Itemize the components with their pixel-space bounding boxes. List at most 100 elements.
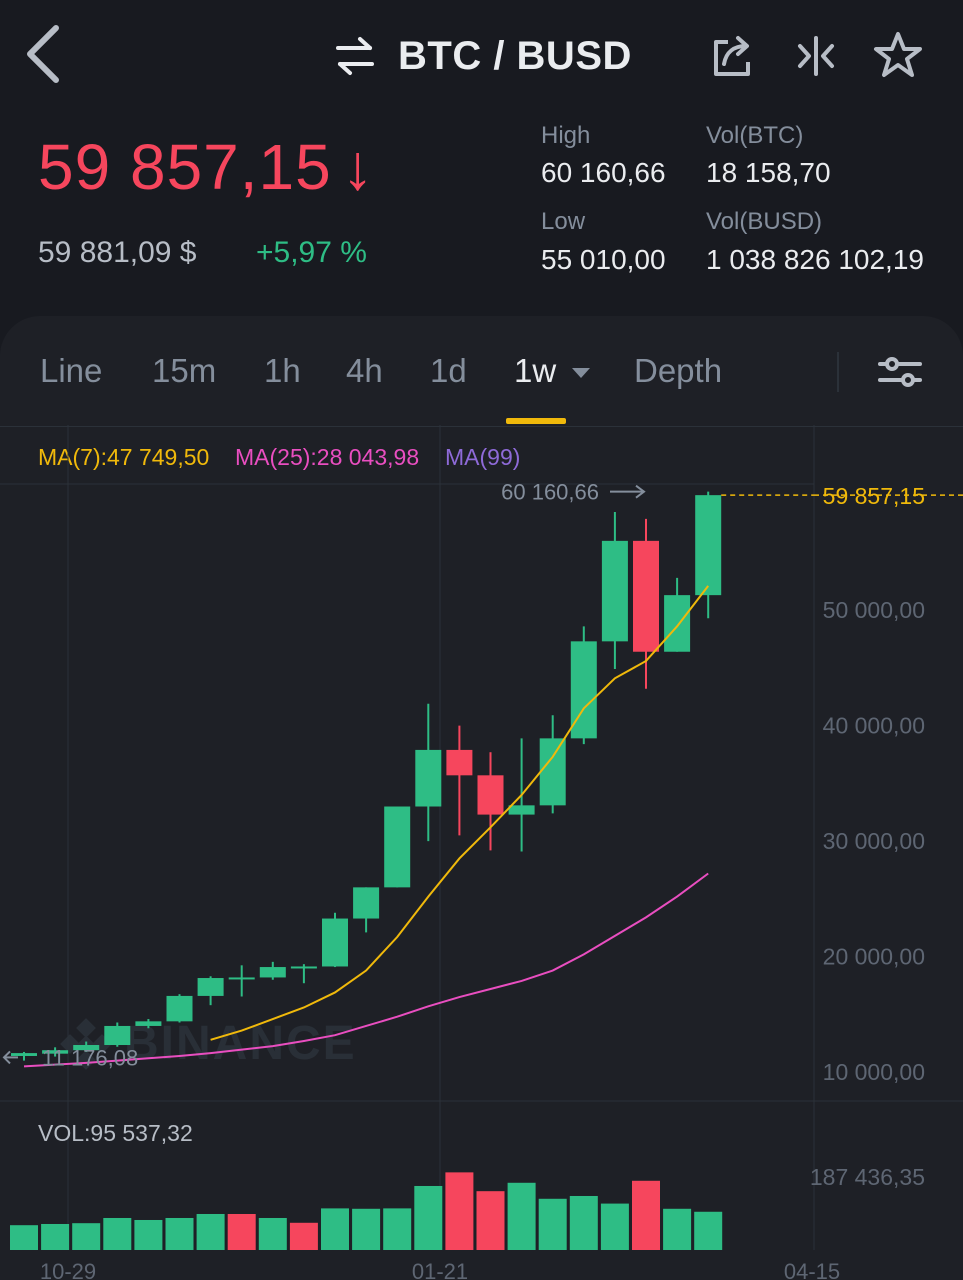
volume-bar xyxy=(321,1208,349,1250)
volume-label: VOL:95 537,32 xyxy=(38,1120,193,1146)
watermark-text: BINANCE xyxy=(124,1017,357,1070)
candle-body xyxy=(415,749,442,807)
binance-watermark: BINANCE xyxy=(60,1016,357,1071)
candle-body xyxy=(104,1025,131,1046)
price-down-arrow-icon: ↓ xyxy=(341,131,375,203)
candle-body xyxy=(322,918,348,967)
tab-1d[interactable]: 1d xyxy=(430,352,467,389)
volume-bar xyxy=(383,1208,412,1250)
price-change-percent: +5,97 % xyxy=(256,236,367,269)
ma25-legend: MA(25):28 043,98 xyxy=(235,444,420,470)
y-tick-label: 10 000,00 xyxy=(823,1059,925,1085)
candle-body xyxy=(11,1053,37,1056)
price-axis: 10 000,00 20 000,00 30 000,00 40 000,00 50 0… xyxy=(823,597,925,1085)
tab-4h[interactable]: 4h xyxy=(346,352,383,389)
caret-down-icon[interactable] xyxy=(570,366,592,380)
last-price-value: 59 857,15 xyxy=(38,131,332,203)
candle-body xyxy=(508,805,535,815)
volume-bar xyxy=(600,1203,629,1250)
star-icon[interactable] xyxy=(872,30,924,82)
tab-separator xyxy=(0,426,963,427)
volume-bar xyxy=(41,1223,70,1250)
time-axis: 10-29 01-21 04-15 xyxy=(40,1259,840,1280)
tab-15m[interactable]: 15m xyxy=(152,352,217,389)
last-price: 59 857,15 ↓ xyxy=(38,130,375,204)
vol-btc-value: 18 158,70 xyxy=(706,157,831,188)
top-bar: BTC / BUSD xyxy=(0,0,963,112)
volume-max-label: 187 436,35 xyxy=(810,1164,925,1190)
volume-bar xyxy=(569,1195,598,1250)
tab-1w[interactable]: 1w xyxy=(514,352,557,389)
ma7-line xyxy=(210,585,709,1041)
compare-icon[interactable] xyxy=(790,30,842,82)
candle-body xyxy=(73,1045,100,1051)
y-tick-label: 40 000,00 xyxy=(823,713,925,739)
candle-body xyxy=(477,775,504,815)
volume-bar xyxy=(258,1217,287,1250)
low-marker-arrow-head xyxy=(2,1050,11,1065)
swap-icon xyxy=(336,37,374,75)
volume-bar xyxy=(476,1191,505,1250)
high-marker-arrow-head xyxy=(635,484,646,499)
candle-body xyxy=(633,540,659,652)
chart-settings-icon[interactable] xyxy=(876,352,924,392)
volume-bar xyxy=(507,1182,536,1250)
y-tick-label: 30 000,00 xyxy=(823,828,925,854)
candle-body xyxy=(353,887,380,919)
x-tick-label: 01-21 xyxy=(412,1259,468,1280)
candle-body xyxy=(695,495,722,596)
candle-body xyxy=(384,806,411,888)
candles xyxy=(11,491,722,1061)
pair-selector[interactable]: BTC / BUSD xyxy=(334,30,632,82)
candle-body xyxy=(290,966,317,969)
vol-busd-value: 1 038 826 102,19 xyxy=(706,244,924,275)
volume-bar xyxy=(196,1213,225,1250)
high-marker-label: 60 160,66 xyxy=(501,480,599,505)
vol-btc-label: Vol(BTC) xyxy=(706,122,804,149)
interval-tabs: Line 15m 1h 4h 1d 1w Depth xyxy=(0,316,963,426)
volume-bar xyxy=(352,1208,381,1250)
ma25-line xyxy=(23,872,709,1068)
active-tab-indicator xyxy=(506,418,566,424)
candle-body xyxy=(664,595,691,652)
y-tick-label: 50 000,00 xyxy=(823,597,925,623)
volume-bar xyxy=(10,1225,38,1250)
high-label: High xyxy=(541,122,591,149)
volume-bar xyxy=(538,1198,567,1250)
volume-bar xyxy=(134,1219,163,1250)
volume-bar xyxy=(414,1185,443,1250)
tab-line[interactable]: Line xyxy=(40,352,103,389)
volume-bar xyxy=(227,1213,256,1250)
current-price-label: 59 857,15 xyxy=(823,483,925,509)
candle-body xyxy=(197,978,224,996)
volume-bar xyxy=(694,1211,723,1250)
low-value: 55 010,00 xyxy=(541,244,666,275)
volume-bar xyxy=(165,1217,194,1250)
candle-body xyxy=(259,967,286,978)
candle-body xyxy=(601,540,628,642)
candle-body xyxy=(228,977,255,980)
candle-body xyxy=(446,749,473,776)
x-tick-label: 10-29 xyxy=(40,1259,96,1280)
usd-price: 59 881,09 $ xyxy=(38,236,197,269)
ma99-legend: MA(99) xyxy=(445,444,521,470)
back-arrow-icon[interactable] xyxy=(18,22,70,86)
y-tick-label: 20 000,00 xyxy=(823,944,925,970)
candlestick-chart[interactable]: 10 000,00 20 000,00 30 000,00 40 000,00 50 0… xyxy=(0,316,963,1280)
tab-depth[interactable]: Depth xyxy=(634,352,723,389)
candle-body xyxy=(42,1050,69,1054)
candle-body xyxy=(135,1021,162,1026)
volume-bar xyxy=(663,1208,692,1250)
low-marker-label: 11 176,08 xyxy=(42,1045,138,1070)
tab-1h[interactable]: 1h xyxy=(264,352,301,389)
volume-bar xyxy=(72,1223,101,1250)
low-label: Low xyxy=(541,208,586,235)
pair-name: BTC / BUSD xyxy=(398,33,632,78)
share-icon[interactable] xyxy=(706,30,758,82)
high-value: 60 160,66 xyxy=(541,157,666,188)
x-tick-label: 04-15 xyxy=(784,1259,840,1280)
price-markers: 59 857,15 60 160,66 11 176,08 xyxy=(2,480,963,1070)
volume-bars: VOL:95 537,32 187 436,35 xyxy=(10,1120,925,1250)
chart-grid xyxy=(0,425,963,1250)
candle-body xyxy=(166,995,193,1022)
